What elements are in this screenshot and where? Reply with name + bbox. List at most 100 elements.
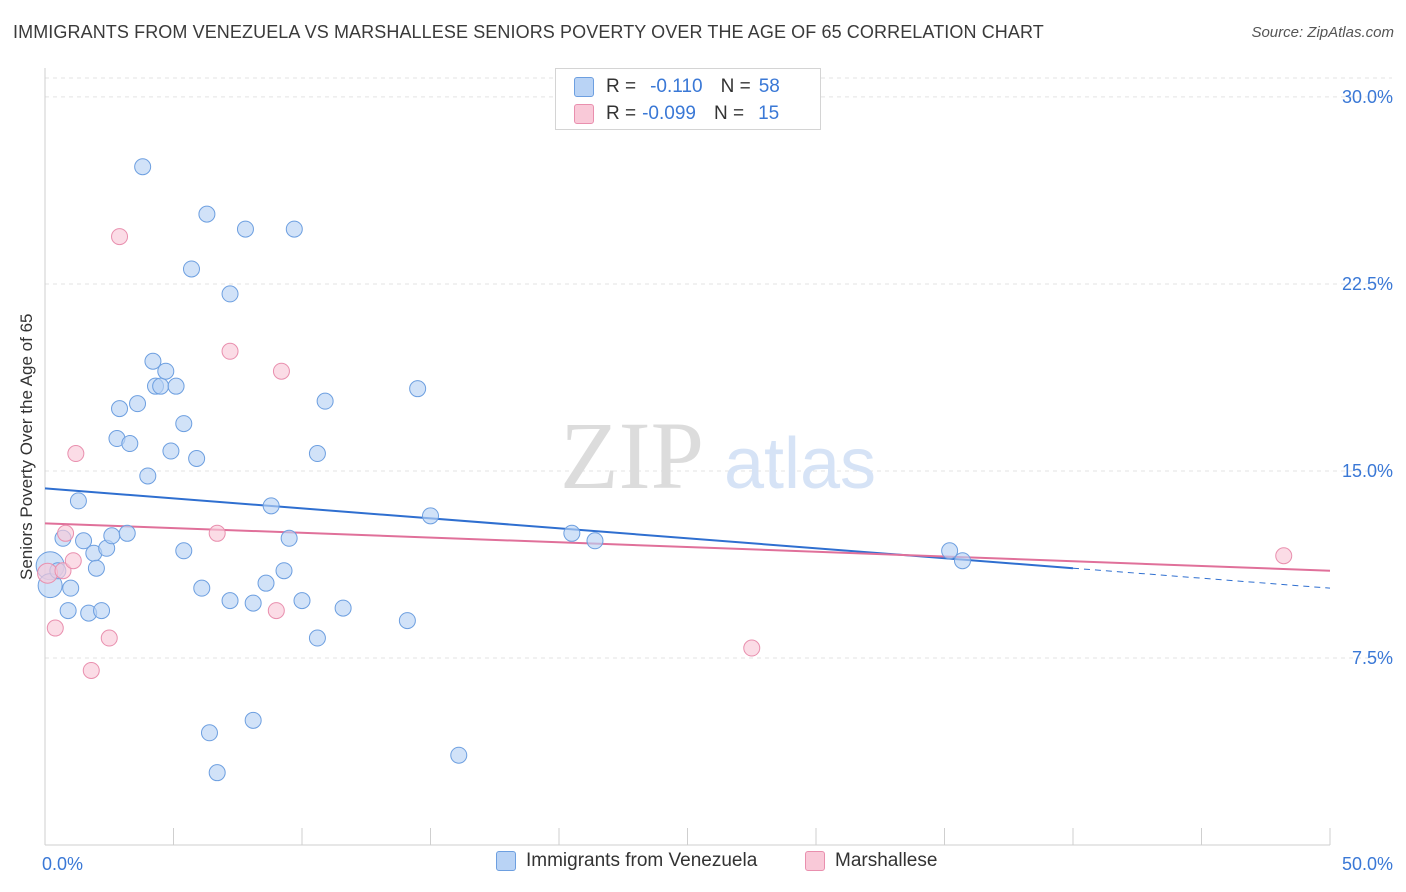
watermark-zip: ZIP bbox=[560, 402, 704, 509]
legend-label-venezuela: Immigrants from Venezuela bbox=[526, 850, 758, 871]
data-point-venezuela bbox=[244, 711, 262, 729]
data-point-venezuela bbox=[450, 746, 468, 764]
data-point-venezuela bbox=[280, 529, 298, 547]
data-point-venezuela bbox=[167, 377, 185, 395]
data-point-marshallese bbox=[57, 524, 75, 542]
data-point-venezuela bbox=[941, 542, 959, 560]
data-point-venezuela bbox=[144, 352, 162, 370]
stats-swatch-marshallese bbox=[574, 104, 594, 124]
data-point-venezuela bbox=[275, 562, 293, 580]
axes bbox=[44, 68, 1331, 846]
data-point-venezuela bbox=[257, 574, 275, 592]
stats-row-venezuela: R = -0.110 N = 58 bbox=[574, 73, 780, 101]
data-point-venezuela bbox=[285, 220, 303, 238]
data-point-venezuela bbox=[198, 205, 216, 223]
data-point-venezuela bbox=[193, 579, 211, 597]
data-point-marshallese bbox=[64, 552, 82, 570]
grid-lines bbox=[45, 77, 1392, 659]
data-point-venezuela bbox=[69, 492, 87, 510]
stats-n-label: N = bbox=[720, 76, 751, 97]
data-point-venezuela bbox=[93, 602, 111, 620]
data-point-venezuela bbox=[221, 592, 239, 610]
data-point-venezuela bbox=[208, 764, 226, 782]
data-point-venezuela bbox=[293, 592, 311, 610]
data-point-marshallese bbox=[100, 629, 118, 647]
data-point-venezuela bbox=[200, 724, 218, 742]
data-point-venezuela bbox=[953, 552, 971, 570]
stats-r-value: -0.110 bbox=[650, 76, 703, 97]
stats-legend: R = -0.110 N = 58 R = -0.099 N = 15 bbox=[555, 68, 821, 130]
data-point-venezuela bbox=[103, 527, 121, 545]
data-point-venezuela bbox=[308, 629, 326, 647]
data-point-venezuela bbox=[334, 599, 352, 617]
data-point-venezuela bbox=[175, 415, 193, 433]
data-point-venezuela bbox=[182, 260, 200, 278]
data-point-marshallese bbox=[82, 661, 100, 679]
data-point-venezuela bbox=[162, 442, 180, 460]
legend-swatch-marshallese bbox=[805, 851, 825, 871]
data-point-venezuela bbox=[175, 542, 193, 560]
chart-source: Source: ZipAtlas.com bbox=[1251, 24, 1394, 41]
series-legend: Immigrants from Venezuela Marshallese bbox=[0, 850, 1406, 878]
y-tick-label: 15.0% bbox=[1342, 461, 1393, 481]
x-tick-label: 0.0% bbox=[42, 854, 83, 874]
data-point-venezuela bbox=[221, 285, 239, 303]
data-point-venezuela bbox=[129, 395, 147, 413]
data-point-venezuela bbox=[244, 594, 262, 612]
y-tick-label: 7.5% bbox=[1352, 648, 1393, 668]
chart-title: IMMIGRANTS FROM VENEZUELA VS MARSHALLESE… bbox=[13, 22, 1044, 42]
trend-line-venezuela-extrapolated bbox=[1072, 567, 1331, 589]
data-point-marshallese bbox=[54, 562, 72, 580]
stats-n-value: 58 bbox=[758, 76, 780, 97]
legend-swatch-venezuela bbox=[496, 851, 516, 871]
data-point-venezuela bbox=[62, 579, 80, 597]
data-point-marshallese bbox=[111, 228, 129, 246]
data-point-marshallese bbox=[743, 639, 761, 657]
data-point-marshallese bbox=[46, 619, 64, 637]
data-point-venezuela bbox=[152, 377, 170, 395]
data-point-venezuela bbox=[157, 362, 175, 380]
stats-n-value: 15 bbox=[758, 103, 780, 124]
data-point-marshallese bbox=[272, 362, 290, 380]
stats-row-marshallese: R = -0.099 N = 15 bbox=[574, 100, 779, 128]
data-point-marshallese bbox=[67, 445, 85, 463]
data-point-venezuela bbox=[308, 445, 326, 463]
data-point-venezuela bbox=[75, 532, 93, 550]
data-point-venezuela bbox=[87, 559, 105, 577]
data-point-venezuela bbox=[188, 450, 206, 467]
data-point-venezuela bbox=[118, 524, 136, 542]
trend-lines bbox=[44, 487, 1331, 589]
data-point-venezuela bbox=[422, 507, 439, 525]
data-point-venezuela bbox=[139, 467, 157, 485]
stats-r-label: R = bbox=[606, 103, 637, 124]
data-point-venezuela bbox=[121, 435, 139, 453]
data-point-venezuela bbox=[59, 602, 77, 620]
data-point-marshallese bbox=[1275, 547, 1293, 565]
data-point-venezuela bbox=[236, 220, 254, 238]
watermark-atlas: atlas bbox=[724, 424, 876, 504]
legend-item-venezuela[interactable]: Immigrants from Venezuela bbox=[496, 850, 757, 872]
data-point-marshallese bbox=[208, 524, 226, 542]
data-point-marshallese bbox=[267, 602, 285, 620]
stats-n-label: N = bbox=[713, 103, 745, 124]
data-point-marshallese bbox=[37, 562, 59, 584]
data-point-venezuela bbox=[111, 400, 129, 418]
data-point-marshallese bbox=[221, 342, 239, 360]
stats-r-value: -0.099 bbox=[642, 103, 696, 124]
tick-labels: 7.5% 15.0% 22.5% 30.0% 0.0% 50.0% bbox=[42, 87, 1393, 874]
x-tick-label: 50.0% bbox=[1342, 854, 1393, 874]
data-point-venezuela bbox=[563, 524, 581, 542]
legend-label-marshallese: Marshallese bbox=[835, 850, 938, 871]
watermark: ZIP atlas bbox=[560, 402, 876, 509]
y-tick-label: 22.5% bbox=[1342, 274, 1393, 294]
stats-swatch-venezuela bbox=[574, 77, 594, 97]
data-point-venezuela bbox=[398, 612, 416, 630]
data-point-venezuela bbox=[262, 497, 280, 515]
stats-r-label: R = bbox=[606, 76, 637, 97]
data-points bbox=[35, 158, 1293, 782]
data-point-venezuela bbox=[586, 532, 604, 550]
y-tick-label: 30.0% bbox=[1342, 87, 1393, 107]
y-axis-label: Seniors Poverty Over the Age of 65 bbox=[17, 313, 36, 580]
legend-item-marshallese[interactable]: Marshallese bbox=[805, 850, 937, 872]
